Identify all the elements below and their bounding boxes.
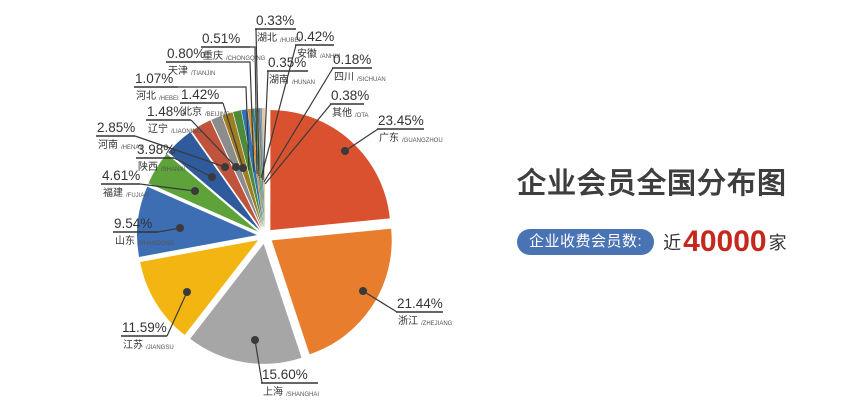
page-title: 企业会员全国分布图 <box>517 168 788 200</box>
pie-slice-fujian[interactable] <box>148 153 259 232</box>
label-leader-line <box>263 67 334 183</box>
slice-dot <box>176 224 184 232</box>
label-leader-line <box>173 157 213 178</box>
slice-pct-label: 0.38% <box>331 88 369 103</box>
slice-pct-label: 23.45% <box>378 113 424 128</box>
slice-dot <box>191 187 199 195</box>
slice-pct-label: 9.54% <box>114 216 152 231</box>
slice-name-label: 其他/OTA <box>332 106 369 119</box>
slice-dot <box>239 164 247 172</box>
slice-pct-label: 0.35% <box>268 55 306 70</box>
label-leader-line <box>166 291 188 337</box>
label-leader-line <box>262 70 269 181</box>
pie-slice-sichuan[interactable] <box>260 108 265 229</box>
pie-slice-henan[interactable] <box>191 120 261 230</box>
pie-slice-chongqing[interactable] <box>247 108 265 229</box>
pie-slice-jiangsu[interactable] <box>140 240 259 336</box>
pie-slice-shandong[interactable] <box>137 186 258 257</box>
slice-dot <box>251 336 259 344</box>
label-leader-line <box>210 61 255 173</box>
pie-slice-guangzhou[interactable] <box>270 110 390 231</box>
slice-name-label: 陕西/SHANXI <box>138 160 185 173</box>
pie-slice-tianjin[interactable] <box>241 109 264 229</box>
slice-name-label: 湖南/HUNAN <box>269 73 315 86</box>
pie-slice-zhejiang[interactable] <box>271 228 392 355</box>
label-leader-line <box>222 102 244 169</box>
right-panel: 企业会员全国分布图 企业收费会员数: 近 40000 家 <box>517 160 837 257</box>
slice-pct-label: 0.80% <box>167 46 205 61</box>
pie-chart: 23.45% 广东/GUANGZHOU 21.44% 浙江/ZHEJIANG 15.60… <box>96 13 453 398</box>
label-leader-line <box>254 339 263 384</box>
slice-pct-label: 1.42% <box>181 87 219 102</box>
pie-slice-hubei[interactable] <box>251 108 265 229</box>
label-leader-line <box>139 183 196 192</box>
slice-pct-label: 1.48% <box>147 104 185 119</box>
pie-slice-liaoning[interactable] <box>211 115 262 229</box>
slice-dot <box>208 173 216 181</box>
member-count-badge: 企业收费会员数: <box>517 229 655 255</box>
slice-pct-label: 15.60% <box>262 367 308 382</box>
slice-name-label: 河北/HEBEI <box>136 90 179 102</box>
pie-slice-hebei[interactable] <box>233 110 264 229</box>
slice-name-label: 上海/SHANGHAI <box>263 385 319 398</box>
slice-name-label: 浙江/ZHEJIANG <box>398 315 453 327</box>
label-leader-line <box>178 86 250 171</box>
slice-dot <box>183 288 191 296</box>
slice-name-label: 天津/TIANJIN <box>168 65 215 77</box>
member-count-value: 40000 <box>683 225 767 258</box>
member-count-row: 企业收费会员数: 近 40000 家 <box>517 227 837 257</box>
count-suffix: 家 <box>768 233 787 253</box>
slice-name-label: 安徽/ANHUI <box>297 47 341 60</box>
slice-pct-label: 0.51% <box>202 31 240 46</box>
slice-pct-label: 1.07% <box>135 71 173 86</box>
pie-slice-shanxi[interactable] <box>168 132 260 231</box>
slice-name-label: 河南/HENAN <box>98 138 144 151</box>
slice-pct-label: 4.61% <box>102 168 140 183</box>
count-prefix: 近 <box>663 233 682 253</box>
slice-name-label: 山东/SHANDONG <box>115 234 175 247</box>
slice-dot <box>341 147 349 155</box>
slice-pct-label: 11.59% <box>122 320 167 335</box>
slice-pct-label: 2.85% <box>97 120 135 135</box>
slice-pct-label: 21.44% <box>397 296 443 311</box>
slice-pct-label: 3.98% <box>137 142 175 157</box>
pie-slice-hunan[interactable] <box>257 108 265 229</box>
label-leader-line <box>362 290 398 313</box>
slice-name-label: 北京/BEIJING <box>182 105 230 118</box>
slice-name-label: 广东/GUANGZHOU <box>379 131 443 144</box>
label-leader-line <box>134 135 226 168</box>
pie-slice-shanghai[interactable] <box>190 243 302 364</box>
slice-pct-label: 0.33% <box>256 13 294 28</box>
label-leader-line <box>344 128 379 152</box>
slice-name-label: 辽宁/LIAONING <box>148 122 202 135</box>
label-leader-line <box>260 44 297 179</box>
label-leader-line <box>264 103 332 185</box>
slice-dot <box>232 163 240 171</box>
slice-name-label: 重庆/CHONGQING <box>203 49 266 62</box>
label-leader-line <box>255 28 260 177</box>
slice-pct-label: 0.18% <box>333 52 371 67</box>
slice-dot <box>221 163 229 171</box>
slice-name-label: 湖北/HUBEI <box>257 32 300 44</box>
slice-name-label: 四川/SICHUAN <box>334 72 386 83</box>
slice-pct-label: 0.42% <box>296 29 334 44</box>
label-leader-line <box>250 46 258 175</box>
slice-name-label: 福建/FUJIAN <box>103 186 149 199</box>
slice-name-label: 江苏/JIANGSU <box>123 338 174 351</box>
label-leader-line <box>190 119 237 168</box>
slice-dot <box>359 287 367 295</box>
